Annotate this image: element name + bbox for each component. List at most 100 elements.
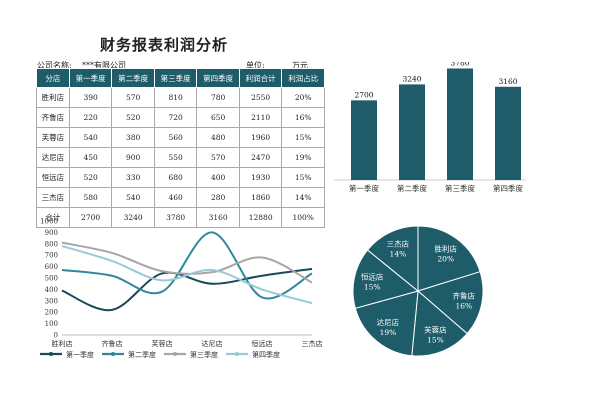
pie-slice-5	[352, 249, 420, 309]
table-row: 合计 2700 3240 3780 3160 12880 100%	[36, 207, 325, 228]
table-cell: 100%	[281, 207, 325, 228]
table-row: 恒远店 520 330 680 400 1930 15%	[36, 167, 325, 188]
table-cell: 330	[111, 167, 155, 188]
unit-label: 单位:	[246, 61, 265, 70]
unit-value: 万元	[292, 61, 308, 70]
bar-value-label: 3240	[402, 74, 421, 83]
legend-marker	[235, 352, 239, 356]
pie-value-label: 19%	[380, 328, 397, 337]
table-row: 达尼店 450 900 550 570 2470 19%	[36, 147, 325, 168]
table-cell: 220	[68, 107, 113, 128]
legend-label: 第三季度	[190, 350, 218, 359]
table-cell: 570	[111, 87, 155, 108]
x-tick-label: 达尼店	[202, 339, 223, 348]
table-cell: 15%	[281, 127, 325, 148]
table-cell: 540	[68, 127, 113, 148]
legend-marker	[49, 352, 53, 356]
table-cell: 三杰店	[36, 187, 70, 208]
table-cell: 2550	[238, 87, 283, 108]
table-cell: 560	[153, 127, 198, 148]
table-cell: 3160	[196, 207, 240, 228]
table-cell: 16%	[281, 107, 325, 128]
legend-label: 第一季度	[66, 350, 94, 359]
table-cell: 合计	[36, 207, 70, 228]
pie-category-label: 芙蓉店	[424, 324, 447, 334]
y-tick-label: 600	[45, 263, 58, 271]
table-cell: 480	[196, 127, 240, 148]
y-tick-label: 300	[45, 297, 58, 305]
legend-marker	[111, 352, 115, 356]
table-row: 三杰店 580 540 460 280 1860 14%	[36, 187, 325, 208]
pie-category-label: 达尼店	[377, 317, 400, 327]
y-tick-label: 900	[45, 229, 58, 237]
branch-line-chart: 0 100 200 300 400 500 600 700 800 900 1000 胜利店 齐鲁店 芙蓉…	[40, 218, 323, 359]
table-cell: 380	[111, 127, 155, 148]
table-cell: 1930	[238, 167, 283, 188]
y-tick-label: 500	[45, 275, 58, 283]
table-cell: 恒远店	[36, 167, 70, 188]
table-cell: 460	[153, 187, 198, 208]
series-line-2	[61, 231, 313, 300]
pie-value-label: 15%	[364, 282, 381, 291]
y-tick-label: 700	[45, 252, 58, 260]
table-cell: 650	[196, 107, 240, 128]
bar-category-label: 第一季度	[349, 183, 379, 193]
series-line-3	[61, 241, 313, 284]
table-cell: 15%	[281, 167, 325, 188]
table-cell: 280	[196, 187, 240, 208]
pie-slice-2	[416, 271, 484, 335]
pie-slice-4	[354, 290, 419, 357]
y-tick-label: 0	[54, 332, 58, 340]
header-q4: 第四季度	[196, 68, 240, 88]
bar-2	[399, 84, 425, 180]
bar-value-label: 3160	[498, 77, 517, 86]
table-cell: 1860	[238, 187, 283, 208]
pie-category-label: 三杰店	[387, 239, 410, 249]
pie-slice-1	[417, 225, 481, 292]
table-row: 芙蓉店 540 380 560 480 1960 15%	[36, 127, 325, 148]
header-q3: 第三季度	[153, 68, 198, 88]
table-cell: 520	[68, 167, 113, 188]
pie-slice-6	[366, 225, 419, 293]
table-header-row: 分店 第一季度 第二季度 第三季度 第四季度 利润合计 利润占比	[36, 68, 325, 88]
x-tick-label: 胜利店	[52, 339, 73, 348]
table-cell: 540	[111, 187, 155, 208]
header-branch: 分店	[36, 68, 70, 88]
table-cell: 520	[111, 107, 155, 128]
table-cell: 20%	[281, 87, 325, 108]
bar-category-label: 第二季度	[397, 183, 427, 193]
company-label: 公司名称:	[37, 61, 72, 70]
bar-category-label: 第四季度	[493, 183, 523, 193]
pie-value-label: 15%	[427, 335, 444, 344]
table-cell: 齐鲁店	[36, 107, 70, 128]
table-cell: 550	[153, 147, 198, 168]
y-tick-label: 400	[45, 286, 58, 294]
table-cell: 680	[153, 167, 198, 188]
header-total: 利润合计	[238, 68, 283, 88]
table-cell: 570	[196, 147, 240, 168]
table-cell: 达尼店	[36, 147, 70, 168]
pie-category-label: 胜利店	[434, 243, 457, 253]
company-value: ***有限公司	[82, 61, 126, 70]
table-cell: 2470	[238, 147, 283, 168]
table-cell: 450	[68, 147, 113, 168]
header-q2: 第二季度	[111, 68, 155, 88]
table-row: 胜利店 390 570 810 780 2550 20%	[36, 87, 325, 108]
profit-table: 分店 第一季度 第二季度 第三季度 第四季度 利润合计 利润占比 胜利店 390 5…	[36, 68, 325, 228]
bar-value-label: 2700	[354, 90, 373, 99]
table-cell: 1960	[238, 127, 283, 148]
x-tick-label: 三杰店	[302, 339, 323, 348]
bar-3	[447, 68, 473, 180]
table-cell: 400	[196, 167, 240, 188]
pie-category-label: 齐鲁店	[453, 291, 476, 301]
y-tick-label: 100	[45, 320, 58, 328]
table-cell: 810	[153, 87, 198, 108]
table-cell: 580	[68, 187, 113, 208]
table-cell: 胜利店	[36, 87, 70, 108]
table-cell: 3780	[153, 207, 198, 228]
series-line-4	[61, 245, 313, 305]
bar-category-label: 第三季度	[445, 183, 475, 193]
table-cell: 14%	[281, 187, 325, 208]
pie-value-label: 16%	[455, 302, 472, 311]
